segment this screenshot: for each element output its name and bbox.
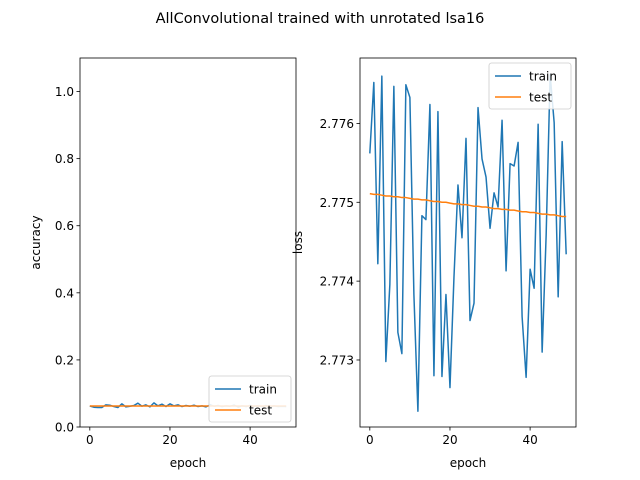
y-tick-label: 0.8 [55, 152, 74, 166]
y-tick-label: 0.4 [55, 286, 74, 300]
x-axis-label: epoch [450, 456, 487, 470]
y-tick-label: 2.773 [320, 353, 354, 367]
x-tick-label: 0 [86, 433, 94, 447]
y-tick-label: 2.776 [320, 117, 354, 131]
loss-plot: 0 20 402.7732.7742.7752.776epochlosstraint… [291, 57, 577, 470]
x-tick-label: 0 [366, 433, 374, 447]
legend-label-test: test [249, 404, 272, 418]
x-tick-label: 40 [522, 433, 537, 447]
legend-label-train: train [249, 383, 277, 397]
y-tick-label: 2.775 [320, 196, 354, 210]
legend: train test [208, 375, 292, 423]
series-line-test [369, 192, 567, 218]
accuracy-plot: 0 20 40 0.0 0.2 0.4 0.6 0.8 1.0 epoch accuracy trai… [29, 57, 297, 470]
y-tick-label: 2.774 [320, 275, 354, 289]
x-tick-label: 20 [162, 433, 177, 447]
x-tick-label: 40 [242, 433, 257, 447]
x-tick-label: 20 [442, 433, 457, 447]
axes-frame [79, 57, 297, 428]
series-line-train [369, 73, 567, 412]
y-tick-label: 0.0 [55, 421, 74, 435]
legend-label-train: train [529, 70, 557, 84]
y-axis-label: accuracy [29, 215, 43, 269]
legend: train test [488, 62, 572, 110]
legend-label-test: test [529, 91, 552, 105]
y-tick-label: 0.2 [55, 353, 74, 367]
axes-frame [359, 57, 577, 428]
x-axis-label: epoch [170, 456, 207, 470]
figure-title: AllConvolutional trained with unrotated … [156, 11, 485, 27]
y-tick-label: 0.6 [55, 219, 74, 233]
y-axis-label: loss [291, 231, 305, 254]
y-tick-label: 1.0 [55, 85, 74, 99]
